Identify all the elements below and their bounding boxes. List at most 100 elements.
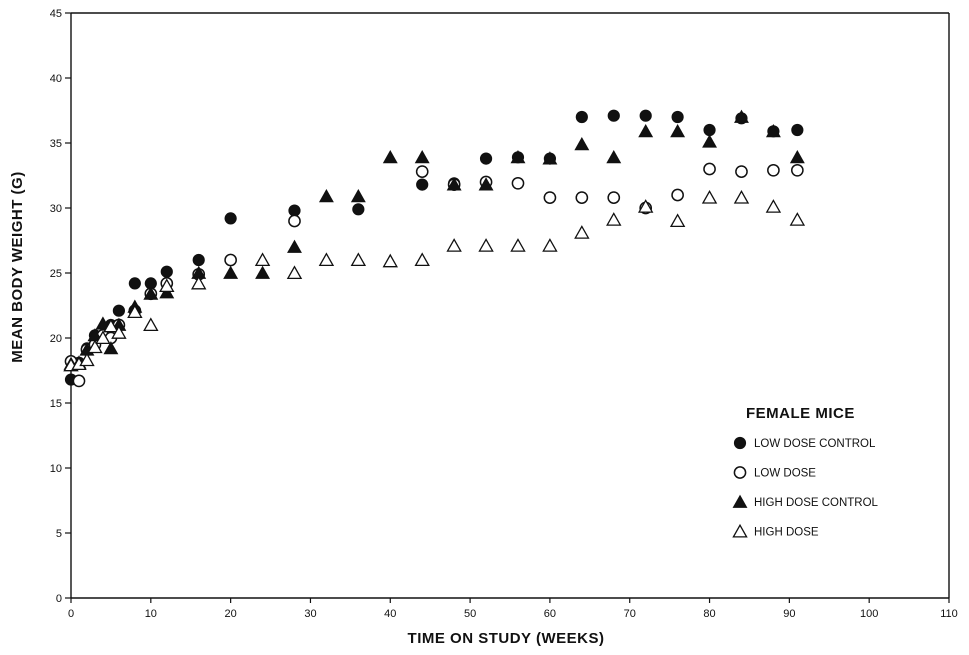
legend-items: LOW DOSE CONTROL LOW DOSE HIGH DOSE CONTRO… [732,436,879,539]
data-point [190,275,207,290]
data-point [510,149,526,164]
data-point [669,213,686,228]
legend-label: LOW DOSE [754,468,816,480]
x-tick-label: 50 [464,608,476,620]
legend-label: LOW DOSE CONTROL [754,438,876,450]
y-tick-label: 35 [50,138,62,150]
ticks-layer: 0 10 20 30 40 50 60 70 80 90 100 110 0 5 10 15 20 25 30 35 4… [50,8,958,620]
data-point [318,252,335,267]
data-point [765,123,781,138]
data-point [575,191,589,204]
data-point [607,191,621,204]
data-point [414,252,430,267]
data-point [415,165,429,178]
data-point [95,316,111,330]
data-point [543,191,557,204]
x-tick-label: 20 [225,608,237,620]
data-point [638,123,654,138]
legend-label: HIGH DOSE CONTROL [754,497,879,509]
legend-title: FEMALE MICE [746,405,855,422]
data-point [416,178,429,191]
data-point [287,239,302,253]
data-point [286,265,303,280]
data-point [143,317,159,332]
data-point [446,177,462,191]
data-point [791,123,804,137]
data-point [103,341,119,355]
x-tick-label: 40 [384,608,396,620]
data-point [574,225,590,239]
x-tick-label: 60 [544,608,556,620]
x-tick-label: 30 [304,608,316,620]
data-point [143,286,159,300]
data-point [765,199,782,213]
data-point [224,212,237,225]
data-point [446,238,462,252]
data-point [382,253,398,268]
data-point [414,149,430,164]
legend: FEMALE MICE LOW DOSE CONTROL LOW DOSE HIGH… [732,405,879,539]
data-point [352,203,365,216]
data-point [111,325,127,339]
data-point [671,110,684,124]
data-point [382,149,398,164]
data-point [192,253,205,267]
data-point [112,304,125,317]
x-tick-label: 70 [624,608,636,620]
data-point [72,374,86,388]
x-tick-label: 110 [940,608,958,620]
data-point [224,253,237,267]
data-point [606,212,622,226]
data-point [103,318,119,333]
data-point [574,136,590,151]
data-point [767,163,780,177]
data-point [637,199,654,213]
data-point [288,214,301,228]
data-point [639,109,652,122]
y-tick-label: 15 [50,398,62,410]
data-point [95,330,111,345]
y-tick-label: 25 [50,268,62,280]
axes-layer [70,12,950,599]
data-point [87,339,103,354]
data-point [734,109,749,123]
data-point [701,189,718,204]
series-open-triangle [63,189,806,372]
data-point [606,149,622,164]
data-point [510,238,526,252]
data-point [254,252,271,267]
data-point [478,177,494,191]
x-tick-label: 80 [703,608,715,620]
legend-marker [733,436,747,450]
data-point [511,176,525,190]
data-point [318,188,334,203]
data-point [288,204,301,217]
y-tick-label: 10 [50,463,62,475]
legend-label: HIGH DOSE [754,527,819,539]
x-tick-label: 10 [145,608,157,620]
y-tick-label: 5 [56,528,62,540]
data-point [789,149,805,164]
data-point [79,352,95,367]
y-tick-label: 40 [50,73,62,85]
data-point [735,165,748,178]
data-point [789,212,806,226]
data-point [479,152,493,165]
y-axis-title: MEAN BODY WEIGHT (G) [9,171,26,362]
data-point [128,277,141,290]
y-tick-label: 30 [50,203,62,215]
x-axis-title: TIME ON STUDY (WEEKS) [408,630,605,647]
data-point [790,163,804,177]
data-point [733,189,750,204]
data-point [350,252,367,267]
x-tick-label: 0 [68,608,74,620]
data-point [702,134,718,148]
x-tick-label: 100 [860,608,878,620]
legend-marker [733,466,747,479]
data-point [542,151,558,165]
x-tick-label: 90 [783,608,795,620]
data-point [703,123,716,137]
data-point [671,188,684,202]
data-point [255,265,271,279]
data-point [670,123,686,138]
